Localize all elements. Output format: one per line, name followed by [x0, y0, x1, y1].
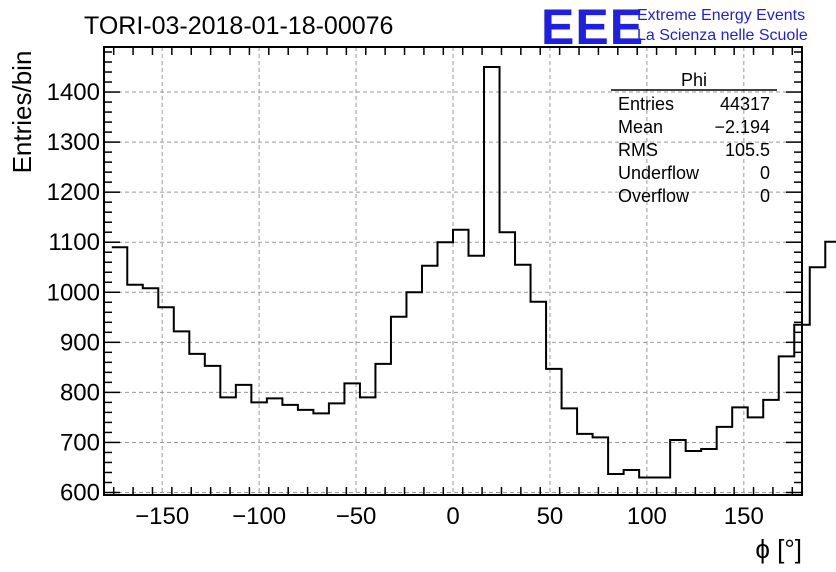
y-tick-label: 1200 [47, 179, 100, 206]
y-tick-label: 1400 [47, 79, 100, 106]
x-axis-title: ϕ [°] [755, 534, 802, 564]
stats-value-overflow: 0 [760, 186, 770, 206]
x-tick-label: −150 [135, 503, 189, 530]
chart-title: TORI-03-2018-01-18-00076 [84, 12, 393, 40]
logo-mark: EEE [541, 0, 644, 55]
logo-line-1: Extreme Energy Events [637, 7, 805, 24]
x-tick-label: −50 [336, 503, 377, 530]
stats-box: Phi Entries 44317 Mean −2.194 RMS 105.5 … [611, 70, 777, 206]
x-tick-labels: −150 −100 −50 0 50 100 150 [135, 503, 764, 530]
axis-ticks [104, 47, 802, 495]
plot-frame [103, 46, 803, 496]
y-tick-label: 1300 [47, 129, 100, 156]
stats-label-overflow: Overflow [618, 186, 690, 206]
stats-label-underflow: Underflow [618, 163, 700, 183]
x-tick-label: 100 [627, 503, 667, 530]
histogram-line [111, 66, 836, 479]
stats-box-title: Phi [681, 70, 707, 90]
y-tick-labels: 600 700 800 900 1000 1100 1200 1300 1400 [47, 79, 100, 506]
logo-line-2: La Scienza nelle Scuole [637, 27, 808, 44]
eee-logo: EEE Extreme Energy Events La Scienza nel… [541, 0, 808, 55]
y-tick-label: 800 [60, 379, 100, 406]
x-tick-label: 150 [724, 503, 764, 530]
stats-value-mean: −2.194 [714, 117, 770, 137]
stats-value-underflow: 0 [760, 163, 770, 183]
stats-label-entries: Entries [618, 94, 674, 114]
stats-value-rms: 105.5 [725, 140, 770, 160]
stats-label-rms: RMS [618, 140, 658, 160]
stats-label-mean: Mean [618, 117, 663, 137]
y-tick-label: 1000 [47, 279, 100, 306]
y-tick-label: 1100 [48, 229, 100, 256]
stats-value-entries: 44317 [720, 94, 770, 114]
grid-lines [104, 47, 802, 495]
y-tick-label: 900 [60, 329, 100, 356]
x-tick-label: 50 [537, 503, 564, 530]
x-tick-label: 0 [446, 503, 459, 530]
x-tick-label: −100 [232, 503, 286, 530]
y-tick-label: 700 [60, 429, 100, 456]
y-tick-label: 600 [60, 479, 100, 506]
y-axis-title: Entries/bin [7, 51, 37, 174]
